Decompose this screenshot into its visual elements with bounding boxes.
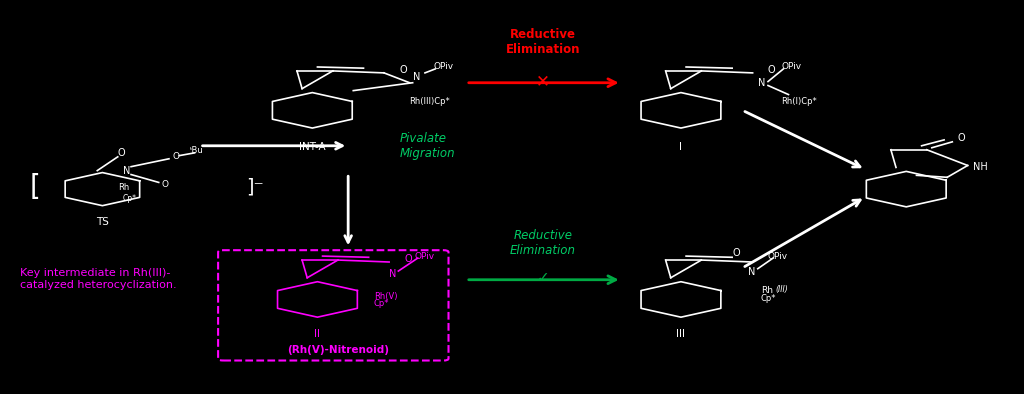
Text: Cp*: Cp* [374, 299, 389, 309]
Text: Rh(V): Rh(V) [374, 292, 397, 301]
Text: (Rh(V)-Nitrenoid): (Rh(V)-Nitrenoid) [287, 345, 389, 355]
Text: Cp*: Cp* [123, 195, 137, 203]
Text: OPiv: OPiv [415, 252, 435, 260]
Text: Reductive
Elimination: Reductive Elimination [510, 229, 575, 256]
Text: Rh(I)Cp*: Rh(I)Cp* [781, 97, 817, 106]
Text: O: O [404, 254, 412, 264]
Text: (III): (III) [775, 285, 787, 294]
Text: O: O [399, 65, 407, 75]
Text: ]⁻: ]⁻ [246, 178, 263, 197]
Text: Cp*: Cp* [761, 294, 776, 303]
Text: Pivalate
Migration: Pivalate Migration [399, 132, 455, 160]
Text: N: N [748, 267, 755, 277]
Text: II: II [314, 329, 321, 339]
Text: INT-A: INT-A [299, 142, 326, 152]
Text: O: O [172, 152, 179, 161]
Text: O: O [957, 133, 965, 143]
Text: Reductive
Elimination: Reductive Elimination [506, 28, 580, 56]
Text: N: N [413, 72, 420, 82]
Text: ✕: ✕ [536, 72, 550, 90]
Text: Rh(III)Cp*: Rh(III)Cp* [410, 97, 451, 106]
Text: O: O [732, 248, 739, 258]
Text: N: N [389, 269, 396, 279]
Text: O: O [118, 148, 125, 158]
Text: I: I [680, 142, 682, 152]
Text: III: III [677, 329, 685, 339]
Text: TS: TS [96, 217, 109, 227]
Text: N: N [758, 78, 765, 88]
Text: Key intermediate in Rh(III)-
catalyzed heterocyclization.: Key intermediate in Rh(III)- catalyzed h… [20, 268, 177, 290]
Text: OPiv: OPiv [768, 252, 788, 260]
Text: OPiv: OPiv [433, 63, 454, 71]
Text: Rh: Rh [761, 286, 773, 295]
Text: O: O [768, 65, 775, 75]
Text: [: [ [30, 173, 41, 201]
Text: OPiv: OPiv [781, 63, 802, 71]
Text: Rh: Rh [118, 183, 129, 191]
Text: NH: NH [973, 162, 987, 173]
Text: ᵗBu: ᵗBu [189, 147, 203, 155]
Text: O: O [162, 180, 169, 189]
Text: N: N [123, 165, 130, 176]
Text: ✓: ✓ [537, 270, 549, 285]
